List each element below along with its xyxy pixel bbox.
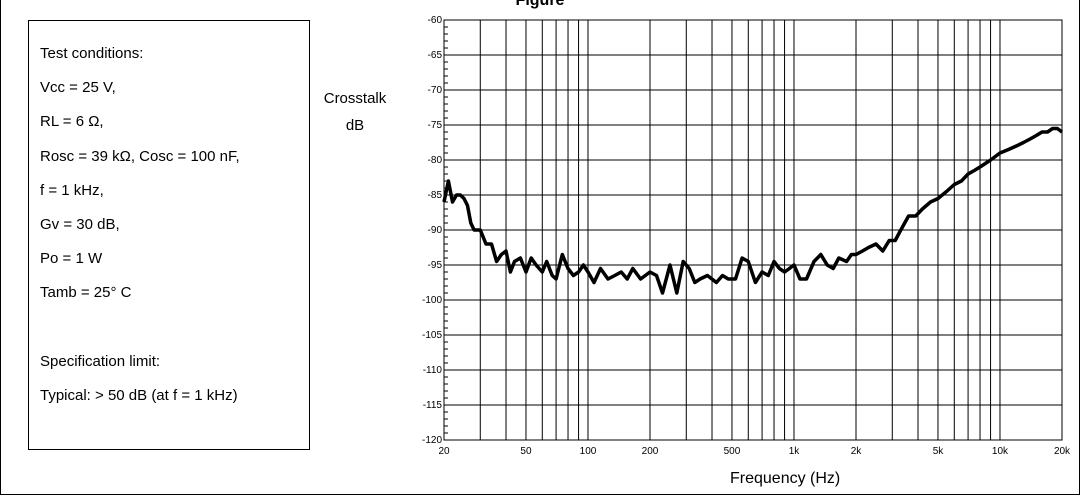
y-tick-label: -100	[422, 295, 442, 306]
y-axis-label-line2: dB	[345, 117, 365, 134]
figure-title: Figure	[515, 0, 565, 9]
x-tick-label: 2k	[851, 446, 863, 457]
y-tick-label: -90	[428, 225, 443, 236]
spec-value: Typical: > 50 dB (at f = 1 kHz)	[40, 386, 238, 404]
y-tick-label: -65	[428, 50, 443, 61]
y-tick-label: -85	[428, 190, 443, 201]
x-tick-label: 50	[520, 446, 532, 457]
condition-line: Tamb = 25° C	[40, 284, 132, 302]
x-tick-label: 20	[438, 446, 450, 457]
condition-line: RL = 6 Ω,	[40, 113, 104, 131]
condition-line: Po = 1 W	[40, 250, 103, 268]
grid	[443, 19, 1063, 441]
x-axis-label: Frequency (Hz)	[730, 470, 841, 487]
y-tick-label: -120	[422, 435, 442, 446]
tick-labels: -60 -65 -70 -75 -80 -85 -90 -95 -100 -105 -110 -115…	[422, 15, 1071, 457]
condition-line: Vcc = 25 V,	[40, 79, 116, 97]
x-tick-label: 5k	[933, 446, 945, 457]
y-axis-label-line1: Crosstalk	[323, 90, 387, 107]
plot-border	[443, 19, 1063, 441]
y-tick-label: -60	[428, 15, 443, 26]
y-tick-label: -115	[423, 400, 443, 411]
x-tick-label: 200	[642, 446, 659, 457]
conditions-heading: Test conditions:	[40, 45, 144, 62]
y-tick-label: -95	[428, 260, 443, 271]
spec-heading: Specification limit:	[40, 352, 161, 370]
x-tick-label: 1k	[789, 446, 801, 457]
y-tick-label: -70	[428, 85, 443, 96]
crosstalk-curve	[442, 126, 1064, 295]
x-tick-label: 100	[580, 446, 597, 457]
condition-line: Gv = 30 dB,	[40, 216, 120, 234]
y-tick-label: -110	[423, 365, 443, 376]
x-tick-label: 500	[724, 446, 741, 457]
x-tick-label: 20k	[1054, 446, 1071, 457]
condition-line: Rosc = 39 kΩ, Cosc = 100 nF,	[40, 147, 240, 165]
condition-line: f = 1 kHz,	[40, 181, 104, 199]
y-tick-label: -75	[428, 120, 443, 131]
y-tick-label: -80	[428, 155, 443, 166]
test-conditions-box: Test conditions: Vcc = 25 V, RL = 6 Ω, R…	[28, 20, 310, 450]
x-tick-label: 10k	[992, 446, 1009, 457]
y-tick-label: -105	[422, 330, 442, 341]
